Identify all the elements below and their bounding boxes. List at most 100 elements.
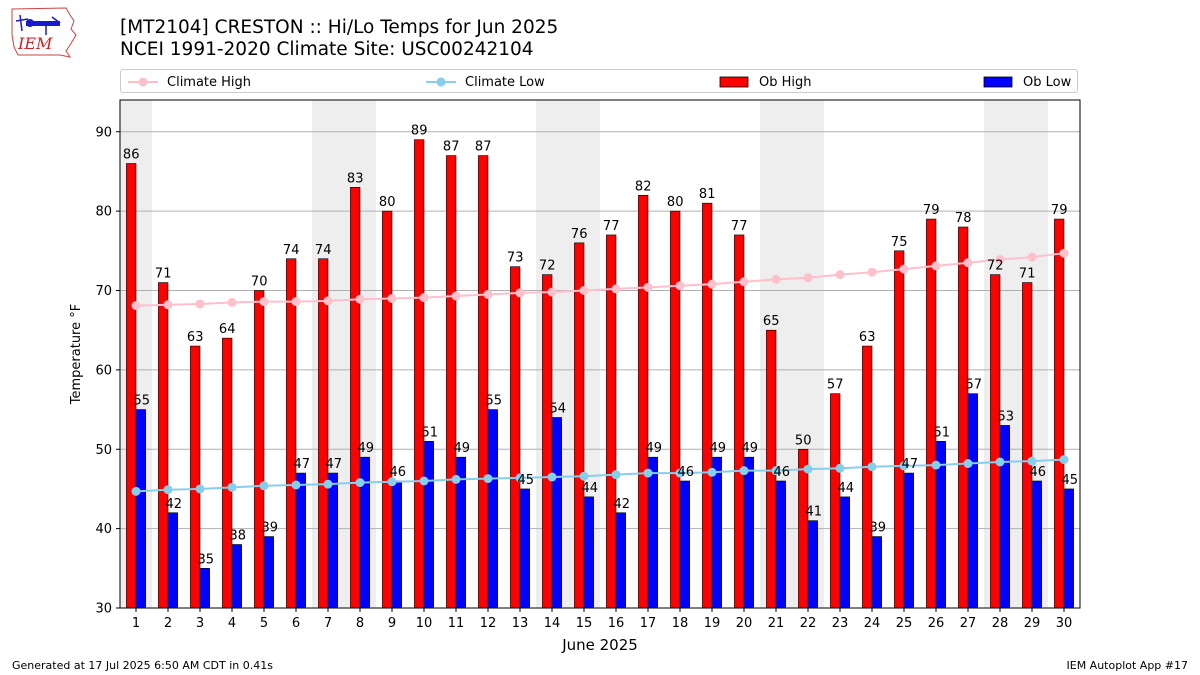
legend-climate-high-marker-icon [128,77,158,87]
legend-item-ob-low: Ob Low [983,70,1071,94]
ob-high-label-26: 79 [923,203,940,218]
y-tick-label-30: 30 [95,602,112,617]
climate-high-point-19 [707,279,717,289]
ob-low-label-27: 57 [966,378,983,393]
ob-high-bar-4 [222,337,233,609]
climate-low-point-3 [195,484,205,494]
ob-high-label-7: 74 [315,243,332,258]
ob-low-bar-15 [583,496,594,609]
x-tick-label-13: 13 [512,616,529,631]
climate-high-point-11 [451,291,461,301]
ob-low-label-16: 42 [614,497,631,512]
ob-high-bar-19 [702,202,713,609]
ob-high-bar-24 [862,345,873,609]
x-tick-label-27: 27 [960,616,977,631]
climate-low-point-5 [259,481,269,491]
ob-low-label-19: 49 [710,441,727,456]
ob-low-label-24: 39 [870,521,887,536]
climate-high-point-7 [323,296,333,306]
ob-high-bar-13 [510,266,521,609]
ob-high-bar-18 [670,210,681,609]
ob-low-bar-23 [839,496,850,609]
ob-high-bar-26 [926,218,937,609]
ob-high-label-4: 64 [219,322,236,337]
ob-high-bar-6 [286,258,297,609]
ob-high-label-28: 72 [987,259,1004,274]
legend-ob-low-swatch-icon [983,76,1013,88]
y-tick-label-40: 40 [95,522,112,537]
ob-low-bar-18 [679,480,690,609]
ob-low-label-1: 55 [134,394,151,409]
x-tick-label-3: 3 [196,616,204,631]
climate-high-point-30 [1059,248,1069,258]
ob-high-bar-11 [446,155,457,609]
x-tick-label-1: 1 [132,616,140,631]
ob-low-label-20: 49 [742,441,759,456]
climate-low-point-23 [835,463,845,473]
ob-low-bar-28 [999,425,1010,609]
climate-high-point-10 [419,293,429,303]
y-tick-label-80: 80 [95,205,112,220]
climate-high-point-8 [355,294,365,304]
ob-low-label-29: 46 [1030,465,1047,480]
ob-low-label-15: 44 [582,481,599,496]
climate-high-point-26 [931,261,941,271]
climate-high-point-20 [739,277,749,287]
climate-low-point-28 [995,457,1005,467]
ob-high-bar-8 [350,187,361,609]
plot-frame [119,99,1081,609]
climate-high-point-9 [387,293,397,303]
ob-high-label-14: 72 [539,259,556,274]
climate-low-point-18 [675,468,685,478]
climate-low-point-8 [355,478,365,488]
ob-high-label-1: 86 [123,148,140,163]
ob-low-label-7: 47 [326,457,343,472]
x-tick-label-18: 18 [672,616,689,631]
ob-low-bar-6 [295,472,306,609]
ob-low-bar-7 [327,472,338,609]
ob-high-bar-28 [990,274,1001,609]
app-credit: IEM Autoplot App #17 [1066,659,1189,672]
ob-low-label-12: 55 [486,394,503,409]
climate-high-point-25 [899,264,909,274]
ob-low-bar-19 [711,456,722,609]
ob-high-bar-5 [254,290,265,609]
ob-low-bar-16 [615,512,626,609]
ob-low-label-4: 38 [230,529,247,544]
ob-high-label-18: 80 [667,195,684,210]
legend-ob-high-label: Ob High [759,74,812,90]
ob-low-bar-3 [199,568,210,609]
ob-low-label-28: 53 [998,409,1015,424]
ob-low-label-13: 45 [518,473,535,488]
ob-high-bar-30 [1054,218,1065,609]
ob-low-label-30: 45 [1062,473,1079,488]
ob-low-label-26: 51 [934,425,951,440]
x-tick-label-26: 26 [928,616,945,631]
x-tick-label-30: 30 [1056,616,1073,631]
x-tick-label-14: 14 [544,616,561,631]
climate-high-point-5 [259,297,269,307]
ob-high-label-16: 77 [603,219,620,234]
climate-low-point-22 [803,464,813,474]
climate-low-point-29 [1027,456,1037,466]
ob-low-label-9: 46 [390,465,407,480]
legend-climate-low-marker-icon [426,77,456,87]
x-tick-label-15: 15 [576,616,593,631]
climate-high-point-23 [835,270,845,280]
ob-high-label-8: 83 [347,171,364,186]
climate-low-point-30 [1059,455,1069,465]
climate-low-point-11 [451,474,461,484]
ob-low-bar-27 [967,393,978,609]
ob-high-bar-15 [574,242,585,609]
ob-low-label-18: 46 [678,465,695,480]
ob-low-label-21: 46 [774,465,791,480]
ob-low-label-17: 49 [646,441,663,456]
climate-high-point-13 [515,288,525,298]
ob-high-bar-7 [318,258,329,609]
ob-high-bar-23 [830,393,841,609]
climate-low-line [135,458,1065,493]
data-labels: 86 71 63 64 70 74 74 83 80 89 87 87 73 72 76 77 82 80 81 77… [123,124,1078,568]
climate-high-point-6 [291,297,301,307]
climate-high-point-28 [995,255,1005,265]
ob-high-bar-27 [958,226,969,609]
